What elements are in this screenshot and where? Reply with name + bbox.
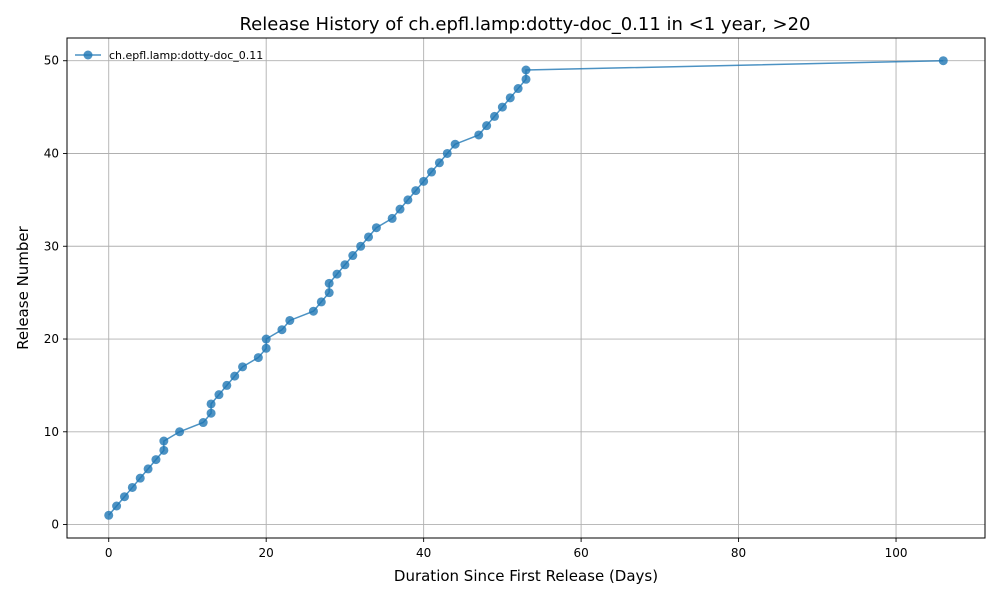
series-layer	[104, 56, 948, 520]
data-point	[364, 232, 374, 242]
x-tick-label: 100	[885, 546, 908, 560]
legend: ch.epfl.lamp:dotty-doc_0.11	[75, 49, 263, 62]
data-point	[497, 102, 507, 112]
x-tick-label: 0	[105, 546, 113, 560]
data-point	[513, 84, 523, 94]
data-point	[214, 390, 224, 400]
data-point	[112, 501, 122, 511]
data-point	[521, 65, 531, 75]
data-point	[482, 121, 492, 131]
x-axis-label: Duration Since First Release (Days)	[394, 567, 658, 585]
y-axis-label: Release Number	[14, 225, 32, 349]
data-point	[261, 334, 271, 344]
data-point	[206, 399, 216, 409]
data-point	[427, 167, 437, 177]
data-point	[285, 315, 295, 325]
data-point	[222, 380, 232, 390]
data-point	[505, 93, 515, 103]
data-point	[230, 371, 240, 381]
y-tick-label: 30	[44, 239, 59, 253]
data-point	[490, 111, 500, 121]
x-tick-label: 80	[731, 546, 746, 560]
data-point	[206, 408, 216, 418]
data-point	[403, 195, 413, 205]
data-point	[127, 482, 137, 492]
data-point	[395, 204, 405, 214]
y-tick-label: 10	[44, 425, 59, 439]
data-point	[151, 455, 161, 465]
y-tick-label: 40	[44, 146, 59, 160]
data-point	[419, 176, 429, 186]
data-point	[175, 427, 185, 437]
x-tick-label: 60	[573, 546, 588, 560]
data-point	[938, 56, 948, 66]
data-point	[450, 139, 460, 149]
data-point	[411, 186, 421, 196]
y-tick-label: 50	[44, 54, 59, 68]
x-tick-label: 20	[259, 546, 274, 560]
data-point	[159, 436, 169, 446]
y-tick-label: 0	[51, 518, 59, 532]
data-point	[316, 297, 326, 307]
data-point	[261, 343, 271, 353]
data-point	[387, 213, 397, 223]
data-point	[348, 251, 358, 261]
data-point	[332, 269, 342, 279]
data-point	[277, 325, 287, 335]
data-point	[324, 278, 334, 288]
data-point	[119, 492, 129, 502]
data-point	[135, 473, 145, 483]
chart-title: Release History of ch.epfl.lamp:dotty-do…	[239, 14, 810, 35]
data-point	[198, 418, 208, 428]
grid	[67, 38, 985, 538]
data-point	[104, 510, 114, 520]
legend-label: ch.epfl.lamp:dotty-doc_0.11	[109, 49, 263, 62]
data-point	[308, 306, 318, 316]
y-tick-label: 20	[44, 332, 59, 346]
data-point	[474, 130, 484, 140]
data-point	[253, 353, 263, 363]
data-point	[356, 241, 366, 251]
plot-frame	[66, 37, 986, 539]
axis-ticks: 0 20 40 60 80 100 0 10 20 30 40 50	[44, 54, 908, 560]
data-point	[340, 260, 350, 270]
data-point	[521, 74, 531, 84]
series-line	[108, 59, 944, 516]
data-point	[434, 158, 444, 168]
data-point	[371, 223, 381, 233]
data-point	[143, 464, 153, 474]
x-tick-label: 40	[416, 546, 431, 560]
data-point	[324, 288, 334, 298]
data-point	[238, 362, 248, 372]
data-point	[159, 445, 169, 455]
data-point	[442, 148, 452, 158]
legend-marker-swatch	[83, 50, 93, 60]
